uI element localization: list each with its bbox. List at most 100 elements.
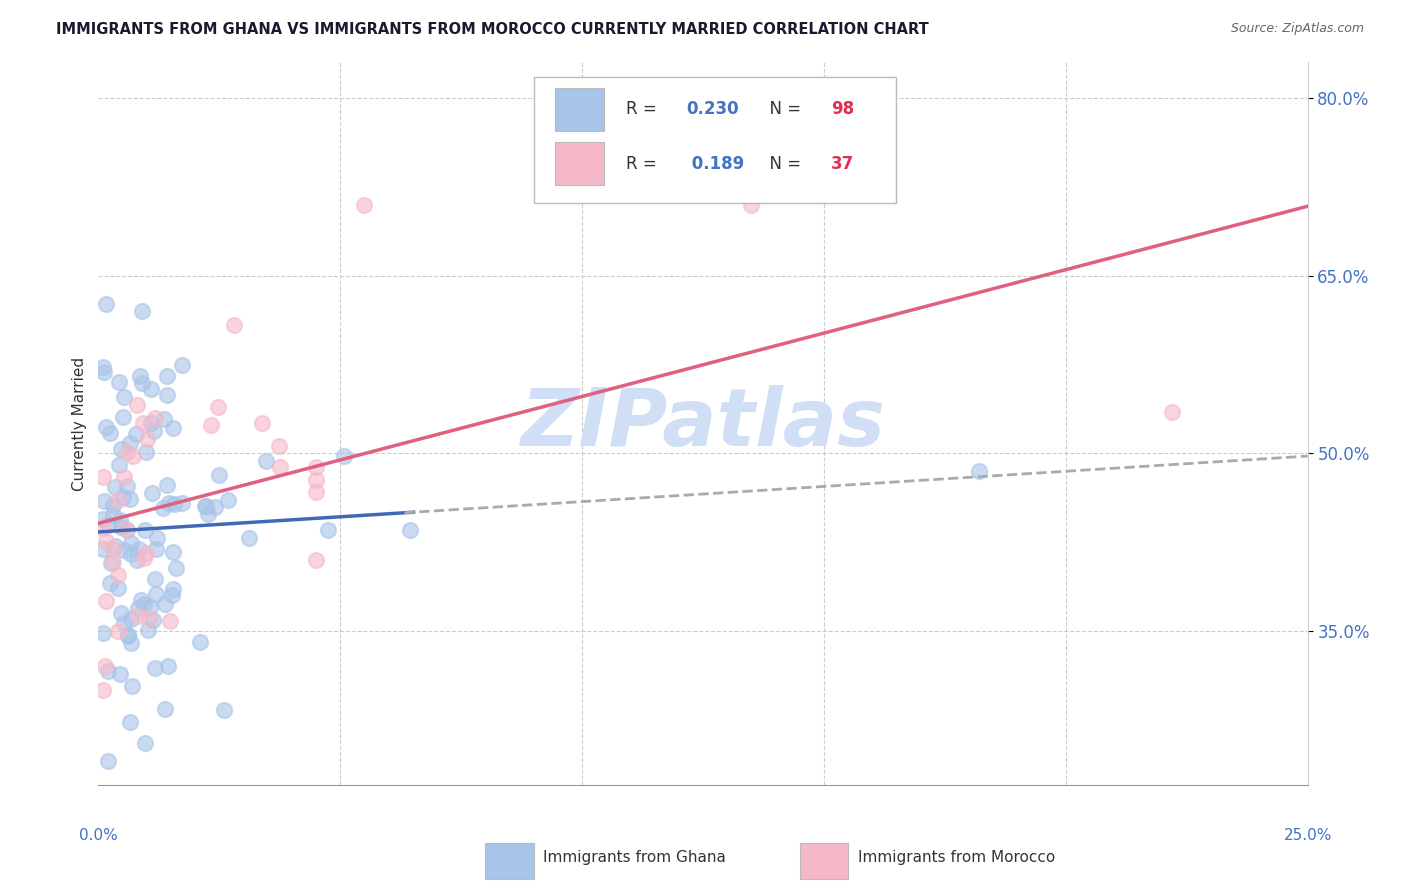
Text: Immigrants from Ghana: Immigrants from Ghana: [543, 850, 727, 864]
Text: N =: N =: [759, 154, 806, 172]
Point: [112, 542, 135, 557]
Point: [145, 587, 167, 601]
Point: [120, 536, 142, 550]
Point: [131, 376, 153, 391]
Point: [120, 612, 142, 626]
Point: [139, 382, 162, 396]
Point: [967, 464, 990, 478]
Text: R =: R =: [626, 101, 662, 119]
Point: [399, 523, 422, 537]
Point: [163, 497, 186, 511]
Point: [132, 416, 155, 430]
Point: [112, 615, 135, 630]
Point: [157, 496, 180, 510]
Text: 25.0%: 25.0%: [1284, 829, 1331, 843]
Point: [212, 703, 235, 717]
Point: [98, 576, 121, 591]
Text: 0.189: 0.189: [686, 154, 744, 172]
Point: [316, 524, 339, 538]
Point: [107, 582, 129, 596]
Point: [117, 628, 139, 642]
Point: [111, 491, 134, 505]
Text: N =: N =: [759, 101, 806, 119]
Point: [94, 534, 117, 549]
Point: [111, 409, 134, 424]
Point: [97, 518, 120, 533]
Point: [155, 597, 177, 611]
Point: [194, 499, 217, 513]
Point: [100, 556, 122, 570]
Point: [134, 736, 156, 750]
Point: [110, 607, 132, 621]
Point: [91, 521, 114, 535]
Point: [156, 388, 179, 402]
Point: [131, 304, 153, 318]
Text: R =: R =: [626, 154, 662, 172]
Point: [159, 615, 181, 629]
Point: [97, 664, 120, 678]
Point: [97, 754, 120, 768]
Point: [135, 432, 157, 446]
Point: [139, 416, 162, 430]
Point: [250, 416, 273, 430]
Point: [142, 613, 165, 627]
Point: [142, 424, 165, 438]
Point: [120, 636, 142, 650]
Text: 98: 98: [831, 101, 855, 119]
Point: [165, 561, 187, 575]
FancyBboxPatch shape: [555, 87, 603, 131]
Point: [207, 401, 229, 415]
Point: [143, 661, 166, 675]
Point: [117, 629, 139, 643]
Text: Immigrants from Morocco: Immigrants from Morocco: [858, 850, 1054, 864]
Point: [267, 439, 290, 453]
Point: [127, 600, 149, 615]
Point: [110, 442, 132, 456]
Point: [156, 659, 179, 673]
Point: [91, 469, 114, 483]
Point: [91, 683, 114, 698]
Point: [91, 542, 114, 557]
Point: [107, 568, 129, 582]
Point: [217, 493, 239, 508]
Point: [333, 450, 356, 464]
Point: [108, 667, 131, 681]
Point: [152, 411, 174, 425]
Point: [254, 454, 277, 468]
Point: [156, 477, 179, 491]
Point: [107, 375, 129, 389]
Point: [94, 594, 117, 608]
Point: [197, 507, 219, 521]
Point: [238, 531, 260, 545]
Point: [128, 541, 150, 556]
Point: [305, 485, 328, 500]
Point: [353, 197, 375, 211]
Point: [162, 421, 184, 435]
Point: [104, 480, 127, 494]
Point: [98, 426, 121, 441]
Point: [305, 553, 328, 567]
Point: [134, 597, 156, 611]
Point: [305, 473, 328, 487]
Point: [115, 444, 138, 458]
Point: [145, 542, 167, 557]
Point: [740, 197, 762, 211]
Point: [118, 715, 141, 730]
Point: [101, 555, 124, 569]
Point: [172, 358, 194, 372]
Point: [152, 500, 174, 515]
Point: [108, 458, 131, 472]
Point: [120, 547, 142, 561]
FancyBboxPatch shape: [555, 142, 603, 186]
Point: [91, 626, 114, 640]
FancyBboxPatch shape: [534, 77, 897, 203]
Text: 37: 37: [831, 154, 855, 172]
Point: [136, 624, 159, 638]
Point: [200, 418, 222, 433]
Point: [143, 572, 166, 586]
Point: [114, 522, 136, 536]
Point: [91, 359, 114, 374]
Point: [135, 445, 157, 459]
Point: [104, 539, 127, 553]
FancyBboxPatch shape: [485, 843, 534, 879]
